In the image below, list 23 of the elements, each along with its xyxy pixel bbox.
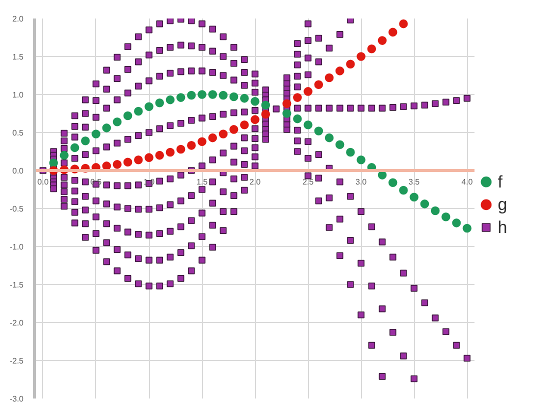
y-tick-label: -2.0 (10, 318, 24, 328)
y-tick-label: -3.0 (10, 394, 24, 404)
y-tick-label: 0.5 (12, 128, 24, 138)
y-tick-label: 0.0 (12, 166, 24, 176)
legend-label: g (498, 195, 508, 214)
x-tick-label: 3.5 (408, 178, 420, 186)
y-tick-label: 2.0 (12, 14, 24, 24)
x-tick-label: 0.5 (90, 178, 102, 186)
y-tick-label: 1.5 (12, 52, 24, 62)
y-tick-label: 1.0 (12, 90, 24, 100)
y-tick-label: -2.5 (10, 356, 24, 366)
y-tick-label: -0.5 (10, 204, 24, 214)
x-tick-label: 1.0 (143, 178, 156, 186)
x-tick-label: 3.0 (355, 178, 368, 186)
x-tick-label: 4.0 (462, 178, 474, 186)
legend-label: f (498, 172, 503, 192)
legend-label: h (498, 218, 508, 237)
x-tick-label: 2.0 (249, 178, 262, 186)
y-tick-label: -1.5 (10, 280, 24, 290)
x-tick-label: 1.5 (196, 178, 208, 186)
x-tick-label: 2.5 (302, 178, 314, 186)
y-tick-label: -1.0 (10, 242, 24, 252)
x-tick-label: 0.0 (37, 178, 50, 186)
